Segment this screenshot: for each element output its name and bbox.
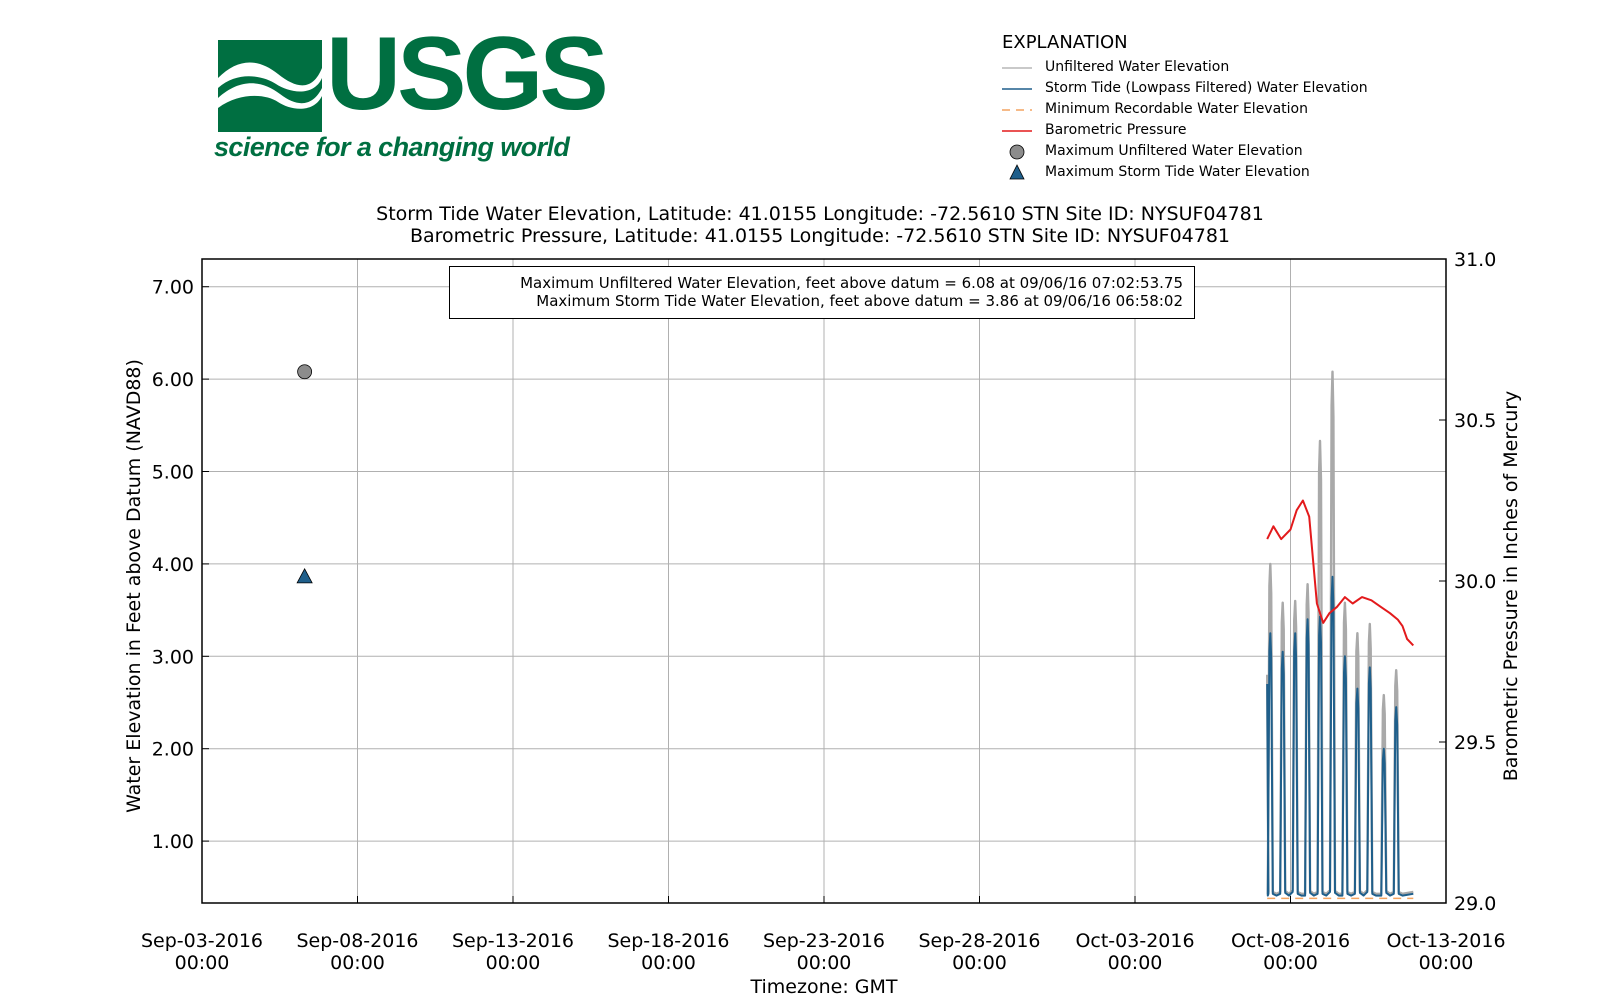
y-right-tick-label: 31.0: [1454, 249, 1496, 271]
y-right-tick-label: 30.5: [1454, 410, 1496, 432]
max-unfiltered-marker: [297, 364, 313, 380]
chart-title: Storm Tide Water Elevation, Latitude: 41…: [200, 203, 1440, 247]
y-axis-right-label: Barometric Pressure in Inches of Mercury: [1500, 391, 1522, 782]
legend-item: Maximum Unfiltered Water Elevation: [1002, 141, 1422, 162]
usgs-logo: USGS science for a changing world: [214, 22, 609, 170]
x-tick-label-date: Sep-13-2016: [452, 930, 574, 952]
legend-label: Barometric Pressure: [1045, 122, 1187, 138]
y-left-tick-label: 3.00: [152, 646, 194, 668]
x-tick-label-time: 00:00: [641, 952, 696, 974]
legend-item: Barometric Pressure: [1002, 120, 1422, 141]
y-left-tick-label: 4.00: [152, 554, 194, 576]
y-left-tick-label: 7.00: [152, 277, 194, 299]
legend-item: Storm Tide (Lowpass Filtered) Water Elev…: [1002, 78, 1422, 99]
y-right-tick-label: 29.0: [1454, 893, 1496, 915]
legend-swatch: [1009, 144, 1025, 160]
x-tick-label-date: Oct-03-2016: [1075, 930, 1194, 952]
legend-label: Minimum Recordable Water Elevation: [1045, 101, 1308, 117]
x-tick-label-time: 00:00: [1108, 952, 1163, 974]
x-tick-label-date: Oct-08-2016: [1231, 930, 1350, 952]
annotation-line-1: Maximum Unfiltered Water Elevation, feet…: [520, 274, 1183, 292]
usgs-wave-icon: [218, 40, 322, 132]
usgs-tagline: science for a changing world: [214, 132, 570, 162]
legend-label: Storm Tide (Lowpass Filtered) Water Elev…: [1045, 80, 1368, 96]
usgs-wordmark: USGS: [326, 16, 609, 132]
x-tick-label-time: 00:00: [1263, 952, 1318, 974]
legend-item: Unfiltered Water Elevation: [1002, 57, 1422, 78]
y-right-tick-label: 29.5: [1454, 732, 1496, 754]
x-tick-label-date: Sep-28-2016: [918, 930, 1040, 952]
legend-swatch: [1002, 88, 1032, 90]
x-tick-label-date: Sep-18-2016: [607, 930, 729, 952]
y-left-tick-label: 5.00: [152, 462, 194, 484]
series-line-barometric: [1266, 499, 1415, 647]
marker-layer: [296, 364, 313, 584]
y-left-tick-label: 1.00: [152, 831, 194, 853]
series-line-storm-tide: [1266, 575, 1414, 897]
legend-item: Minimum Recordable Water Elevation: [1002, 99, 1422, 120]
axis-ticks: Sep-03-201600:00Sep-08-201600:00Sep-13-2…: [141, 249, 1506, 974]
x-axis-label: Timezone: GMT: [750, 976, 898, 998]
x-tick-label-date: Sep-23-2016: [763, 930, 885, 952]
y-right-tick-label: 30.0: [1454, 571, 1496, 593]
max-values-annotation: Maximum Unfiltered Water Elevation, feet…: [449, 266, 1195, 319]
legend-swatch: [1002, 109, 1032, 111]
legend-swatch: [1002, 130, 1032, 132]
annotation-line-2: Maximum Storm Tide Water Elevation, feet…: [536, 292, 1183, 310]
x-tick-label-time: 00:00: [1419, 952, 1474, 974]
legend-label: Unfiltered Water Elevation: [1045, 59, 1230, 75]
series-layer: [1265, 370, 1415, 900]
series-line-unfiltered: [1265, 370, 1414, 895]
max-storm-tide-marker: [296, 567, 313, 584]
legend: EXPLANATION Unfiltered Water Elevation St…: [1002, 32, 1422, 183]
x-tick-label-time: 00:00: [486, 952, 541, 974]
x-tick-label-time: 00:00: [330, 952, 385, 974]
y-left-tick-label: 2.00: [152, 739, 194, 761]
chart-title-line-1: Storm Tide Water Elevation, Latitude: 41…: [376, 203, 1264, 225]
legend-label: Maximum Unfiltered Water Elevation: [1045, 143, 1303, 159]
x-tick-label-date: Oct-13-2016: [1386, 930, 1505, 952]
x-tick-label-time: 00:00: [952, 952, 1007, 974]
chart-title-line-2: Barometric Pressure, Latitude: 41.0155 L…: [409, 225, 1231, 247]
y-left-tick-label: 6.00: [152, 369, 194, 391]
grid-lines: [202, 259, 1446, 903]
legend-swatch: [1002, 67, 1032, 69]
legend-label: Maximum Storm Tide Water Elevation: [1045, 164, 1310, 180]
x-tick-label-time: 00:00: [797, 952, 852, 974]
legend-item: Maximum Storm Tide Water Elevation: [1002, 162, 1422, 183]
x-tick-label-time: 00:00: [175, 952, 230, 974]
legend-title: EXPLANATION: [1002, 32, 1128, 53]
legend-swatch: [1009, 164, 1025, 180]
x-tick-label-date: Sep-08-2016: [296, 930, 418, 952]
y-axis-left-label: Water Elevation in Feet above Datum (NAV…: [123, 359, 145, 813]
x-tick-label-date: Sep-03-2016: [141, 930, 263, 952]
